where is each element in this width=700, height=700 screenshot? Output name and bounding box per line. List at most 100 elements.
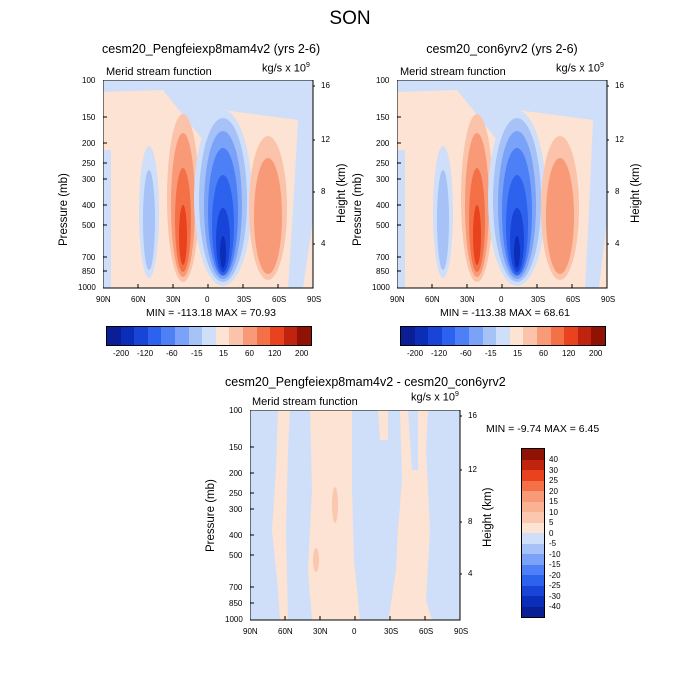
colorbar-label: -25 bbox=[549, 581, 561, 590]
colorbar bbox=[400, 326, 606, 346]
colorbar-label: 200 bbox=[295, 349, 309, 358]
colorbar-swatch bbox=[455, 327, 469, 345]
height-tick: 4 bbox=[321, 239, 326, 248]
colorbar-swatch bbox=[496, 327, 510, 345]
colorbar-label: 200 bbox=[589, 349, 603, 358]
units-label: kg/s x 109 bbox=[411, 391, 459, 404]
colorbar-swatch bbox=[215, 327, 230, 345]
colorbar-swatch bbox=[107, 327, 121, 345]
colorbar-label: 60 bbox=[539, 349, 548, 358]
x-tick: 0 bbox=[205, 295, 210, 304]
y-axis-right-label: Height (km) bbox=[482, 487, 494, 547]
x-tick: 60S bbox=[419, 627, 434, 636]
colorbar-label: 15 bbox=[549, 497, 558, 506]
colorbar-swatch bbox=[256, 327, 271, 345]
x-tick: 90S bbox=[601, 295, 616, 304]
y-tick: 200 bbox=[82, 139, 96, 148]
x-tick: 60N bbox=[278, 627, 293, 636]
panel-left-label: Merid stream function bbox=[400, 66, 506, 78]
x-tick: 0 bbox=[352, 627, 357, 636]
y-tick: 150 bbox=[229, 443, 243, 452]
y-tick: 700 bbox=[376, 253, 390, 262]
colorbar-label: -15 bbox=[191, 349, 203, 358]
y-tick: 300 bbox=[82, 175, 96, 184]
y-tick: 850 bbox=[82, 267, 96, 276]
colorbar-swatch bbox=[522, 585, 544, 596]
colorbar-swatch bbox=[482, 327, 497, 345]
x-tick: 90N bbox=[96, 295, 111, 304]
height-tick: 16 bbox=[615, 81, 624, 90]
height-tick: 4 bbox=[615, 239, 620, 248]
colorbar-swatch bbox=[428, 327, 442, 345]
x-tick: 30S bbox=[384, 627, 399, 636]
y-tick: 150 bbox=[82, 113, 96, 122]
colorbar-label: -200 bbox=[113, 349, 130, 358]
y-axis-label: Pressure (mb) bbox=[58, 173, 70, 246]
colorbar-swatch bbox=[297, 327, 311, 345]
x-tick: 0 bbox=[499, 295, 504, 304]
colorbar-label: 20 bbox=[549, 487, 558, 496]
min-max-stats: MIN = -9.74 MAX = 6.45 bbox=[486, 423, 600, 435]
panel-title: cesm20_Pengfeiexp8mam4v2 - cesm20_con6yr… bbox=[225, 375, 506, 389]
colorbar-swatch bbox=[242, 327, 257, 345]
y-axis-right-label: Height (km) bbox=[336, 163, 348, 223]
colorbar-swatch bbox=[522, 480, 544, 491]
colorbar-label: 15 bbox=[513, 349, 522, 358]
panel-title: cesm20_con6yrv2 (yrs 2-6) bbox=[426, 42, 578, 56]
y-axis-label: Pressure (mb) bbox=[205, 479, 217, 552]
colorbar-swatch bbox=[522, 501, 544, 512]
y-tick: 850 bbox=[229, 599, 243, 608]
colorbar-swatch bbox=[522, 522, 544, 533]
units-label: kg/s x 109 bbox=[262, 62, 310, 75]
y-tick: 100 bbox=[82, 76, 96, 85]
colorbar-swatch bbox=[441, 327, 456, 345]
panel-title: cesm20_Pengfeiexp8mam4v2 (yrs 2-6) bbox=[102, 42, 321, 56]
y-tick: 500 bbox=[376, 221, 390, 230]
y-tick: 200 bbox=[376, 139, 390, 148]
colorbar-swatch bbox=[174, 327, 189, 345]
y-tick: 700 bbox=[82, 253, 96, 262]
x-tick: 60N bbox=[425, 295, 440, 304]
x-tick: 90N bbox=[390, 295, 405, 304]
colorbar-label: -20 bbox=[549, 571, 561, 580]
colorbar-label: -120 bbox=[137, 349, 154, 358]
colorbar-label: -200 bbox=[407, 349, 424, 358]
x-tick: 30S bbox=[531, 295, 546, 304]
colorbar-swatch bbox=[147, 327, 162, 345]
y-tick: 400 bbox=[82, 201, 96, 210]
y-tick: 700 bbox=[229, 583, 243, 592]
colorbar-label: -15 bbox=[549, 560, 561, 569]
colorbar-swatch bbox=[134, 327, 148, 345]
colorbar-swatch bbox=[522, 512, 544, 523]
colorbar-vertical bbox=[521, 448, 545, 618]
colorbar-swatch bbox=[401, 327, 415, 345]
colorbar-swatch bbox=[522, 449, 544, 460]
colorbar-label: -60 bbox=[166, 349, 178, 358]
colorbar-label: 60 bbox=[245, 349, 254, 358]
colorbar-label: 5 bbox=[549, 518, 554, 527]
height-tick: 16 bbox=[321, 81, 330, 90]
colorbar-label: 30 bbox=[549, 466, 558, 475]
colorbar-label: 15 bbox=[219, 349, 228, 358]
colorbar-swatch bbox=[468, 327, 483, 345]
colorbar-label: 40 bbox=[549, 455, 558, 464]
colorbar-swatch bbox=[229, 327, 243, 345]
colorbar-swatch bbox=[283, 327, 298, 345]
colorbar-swatch bbox=[522, 596, 544, 607]
height-tick: 12 bbox=[468, 465, 477, 474]
figure-title: SON bbox=[329, 8, 371, 29]
colorbar-label: -60 bbox=[460, 349, 472, 358]
y-tick: 400 bbox=[376, 201, 390, 210]
min-max-stats: MIN = -113.18 MAX = 70.93 bbox=[146, 307, 276, 319]
x-tick: 90N bbox=[243, 627, 258, 636]
colorbar-swatch bbox=[522, 564, 544, 575]
x-tick: 30N bbox=[166, 295, 181, 304]
colorbar-label: 120 bbox=[562, 349, 576, 358]
height-tick: 12 bbox=[321, 135, 330, 144]
height-tick: 12 bbox=[615, 135, 624, 144]
y-tick: 200 bbox=[229, 469, 243, 478]
colorbar-label: 25 bbox=[549, 476, 558, 485]
colorbar-swatch bbox=[522, 491, 544, 502]
colorbar-swatch bbox=[522, 606, 544, 617]
y-axis-label: Pressure (mb) bbox=[352, 173, 364, 246]
